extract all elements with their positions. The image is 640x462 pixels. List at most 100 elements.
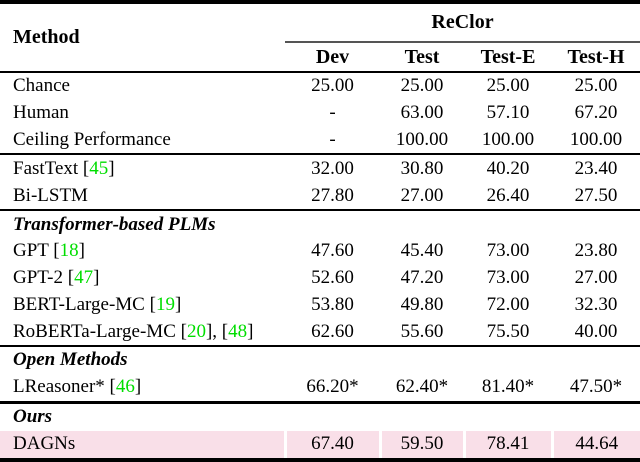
citation-link[interactable]: 48 bbox=[228, 320, 248, 342]
value-cell: 63.00 bbox=[400, 102, 444, 124]
table-row: FastText [45] 32.00 30.80 40.20 23.40 bbox=[0, 153, 640, 183]
method-label: ], [ bbox=[205, 320, 229, 342]
value-cell: 23.80 bbox=[574, 240, 618, 262]
table-row: Bi-LSTM 27.80 27.00 26.40 27.50 bbox=[0, 182, 640, 210]
method-label: RoBERTa-Large-MC [ bbox=[13, 320, 187, 342]
section-heading: Open Methods bbox=[0, 344, 640, 374]
method-cell: LReasoner* [46] bbox=[0, 374, 285, 402]
value-cell: 27.80 bbox=[311, 184, 354, 206]
citation-link[interactable]: 46 bbox=[115, 376, 135, 398]
citation-link[interactable]: 20 bbox=[186, 320, 206, 342]
value-cell: 25.00 bbox=[311, 75, 354, 97]
value-cell: 73.00 bbox=[486, 240, 530, 262]
method-label: Bi-LSTM bbox=[13, 184, 88, 206]
value-cell: 47.50* bbox=[569, 376, 623, 398]
value-cell: 27.00 bbox=[400, 184, 444, 206]
value-cell: 59.50 bbox=[378, 430, 464, 460]
value-cell: 25.00 bbox=[486, 75, 530, 97]
method-cell: Bi-LSTM bbox=[0, 182, 285, 210]
value-cell: 62.40* bbox=[395, 376, 449, 398]
method-cell: Ceiling Performance bbox=[0, 127, 285, 155]
method-label: ] bbox=[93, 267, 100, 289]
method-label: ] bbox=[78, 240, 85, 262]
col-header-method: Method bbox=[0, 2, 285, 73]
value-cell: 100.00 bbox=[395, 128, 449, 150]
col-header-dev: Dev bbox=[285, 42, 380, 73]
column-header-row: Dev Test Test-E Test-H bbox=[0, 42, 640, 73]
method-label: DAGNs bbox=[13, 433, 76, 455]
value-cell: 27.50 bbox=[574, 184, 618, 206]
table-row: Ceiling Performance - 100.00 100.00 100.00 bbox=[0, 127, 640, 155]
table-row: DAGNs 67.40 59.50 78.41 44.64 bbox=[0, 430, 640, 460]
value-cell: - bbox=[329, 128, 336, 150]
section-heading-row: Ours bbox=[0, 400, 640, 431]
value-cell: 32.30 bbox=[574, 293, 618, 315]
method-label: Ceiling Performance bbox=[13, 128, 171, 150]
method-cell: FastText [45] bbox=[0, 153, 285, 183]
method-cell: RoBERTa-Large-MC [20], [48] bbox=[0, 318, 285, 346]
value-cell: 40.00 bbox=[574, 320, 618, 342]
value-cell: 55.60 bbox=[400, 320, 444, 342]
value-cell: 100.00 bbox=[569, 128, 623, 150]
method-label: LReasoner* [ bbox=[13, 376, 116, 398]
col-header-group: ReClor bbox=[285, 2, 640, 43]
value-cell: 45.40 bbox=[400, 240, 444, 262]
method-cell: GPT-2 [47] bbox=[0, 265, 285, 292]
method-label: ] bbox=[134, 376, 142, 398]
method-label: Chance bbox=[13, 75, 70, 97]
table-row: Human - 63.00 57.10 67.20 bbox=[0, 100, 640, 127]
section-heading-row: Open Methods bbox=[0, 344, 640, 374]
section-heading: Ours bbox=[0, 400, 640, 431]
method-label: BERT-Large-MC [ bbox=[13, 293, 156, 315]
value-cell: - bbox=[329, 102, 336, 124]
value-cell: 47.60 bbox=[311, 240, 354, 262]
value-cell: 75.50 bbox=[486, 320, 530, 342]
method-cell: Human bbox=[0, 100, 285, 127]
section-heading-row: Transformer-based PLMs bbox=[0, 209, 640, 239]
value-cell: 66.20* bbox=[306, 376, 359, 398]
value-cell: 25.00 bbox=[400, 75, 444, 97]
value-cell: 78.41 bbox=[462, 430, 552, 460]
value-cell: 57.10 bbox=[486, 102, 530, 124]
method-cell: Chance bbox=[0, 72, 285, 100]
value-cell: 23.40 bbox=[552, 153, 640, 183]
method-label: ] bbox=[108, 157, 115, 179]
method-cell: BERT-Large-MC [19] bbox=[0, 291, 285, 318]
col-header-test-e: Test-E bbox=[464, 42, 552, 73]
table-row: RoBERTa-Large-MC [20], [48] 62.60 55.60 75.… bbox=[0, 318, 640, 346]
value-cell: 62.60 bbox=[311, 320, 354, 342]
method-label: Human bbox=[13, 102, 69, 124]
citation-link[interactable]: 18 bbox=[59, 240, 79, 262]
value-cell: 81.40* bbox=[481, 376, 535, 398]
value-cell: 53.80 bbox=[311, 293, 354, 315]
value-cell: 100.00 bbox=[481, 128, 535, 150]
table-row: BERT-Large-MC [19] 53.80 49.80 72.00 32.30 bbox=[0, 291, 640, 318]
col-header-test: Test bbox=[380, 42, 464, 73]
method-cell: GPT [18] bbox=[0, 238, 285, 265]
value-cell: 44.64 bbox=[550, 430, 640, 460]
citation-link[interactable]: 47 bbox=[74, 267, 94, 289]
value-cell: 67.40 bbox=[283, 430, 380, 460]
value-cell: 32.00 bbox=[285, 153, 380, 183]
value-cell: 25.00 bbox=[574, 75, 618, 97]
table-row: GPT-2 [47] 52.60 47.20 73.00 27.00 bbox=[0, 265, 640, 292]
group-header-row: Method ReClor bbox=[0, 2, 640, 73]
value-cell: 26.40 bbox=[486, 184, 530, 206]
method-label: GPT [ bbox=[13, 240, 60, 262]
citation-link[interactable]: 19 bbox=[155, 293, 175, 315]
method-label: FastText [ bbox=[13, 157, 90, 179]
table-row: Chance 25.00 25.00 25.00 25.00 bbox=[0, 72, 640, 100]
value-cell: 52.60 bbox=[311, 267, 354, 289]
value-cell: 30.80 bbox=[380, 153, 464, 183]
value-cell: 47.20 bbox=[400, 267, 444, 289]
value-cell: 72.00 bbox=[486, 293, 530, 315]
citation-link[interactable]: 45 bbox=[89, 157, 109, 179]
table-row: LReasoner* [46] 66.20* 62.40* 81.40* 47.50* bbox=[0, 374, 640, 402]
method-label: ] bbox=[174, 293, 182, 315]
value-cell: 49.80 bbox=[400, 293, 444, 315]
method-cell: DAGNs bbox=[0, 430, 285, 460]
col-header-test-h: Test-H bbox=[552, 42, 640, 73]
table-header: Method ReClor Dev Test Test-E Test-H bbox=[0, 2, 640, 73]
